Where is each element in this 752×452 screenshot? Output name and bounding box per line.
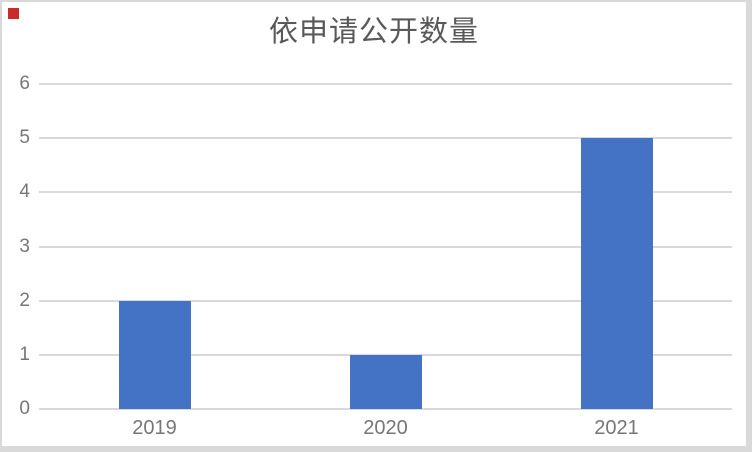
gridline xyxy=(39,299,732,302)
x-axis-line xyxy=(39,408,732,410)
gridline xyxy=(39,191,732,194)
y-tick-label: 5 xyxy=(19,127,30,149)
bar-2021 xyxy=(580,138,653,409)
y-tick-label: 6 xyxy=(19,73,30,94)
chart-title: 依申请公开数量 xyxy=(268,16,479,48)
gridline xyxy=(39,83,732,85)
gridline xyxy=(39,245,732,248)
y-tick-label: 3 xyxy=(19,235,30,257)
gridline xyxy=(39,137,732,140)
y-tick-label: 2 xyxy=(19,289,30,311)
y-tick-label: 4 xyxy=(19,181,30,203)
x-tick-label: 2019 xyxy=(132,417,177,439)
bar-2019 xyxy=(118,300,191,409)
y-tick-label: 0 xyxy=(19,398,30,419)
x-tick-label: 2020 xyxy=(363,417,408,439)
bar-2020 xyxy=(349,354,422,409)
x-tick-label: 2021 xyxy=(594,417,639,439)
red-square-icon xyxy=(8,8,19,19)
y-tick-label: 1 xyxy=(19,343,30,365)
